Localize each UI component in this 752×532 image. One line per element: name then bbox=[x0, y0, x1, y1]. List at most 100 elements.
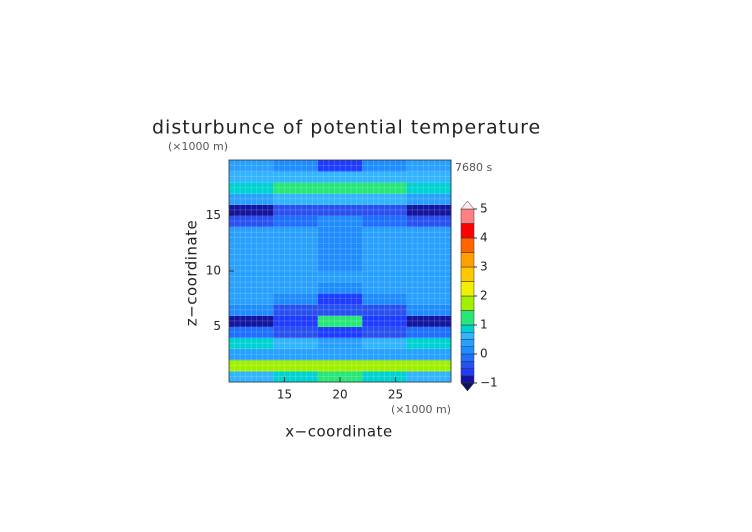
contour-cell bbox=[406, 193, 452, 205]
contour-cell bbox=[406, 271, 452, 283]
contour-cell bbox=[406, 215, 452, 228]
contour-cell bbox=[229, 337, 274, 350]
colorbar-swatch bbox=[460, 346, 475, 355]
contour-cell bbox=[229, 304, 274, 316]
contour-cell bbox=[317, 215, 363, 228]
colorbar-swatch bbox=[460, 281, 475, 297]
contour-cell bbox=[362, 171, 408, 183]
contour-cell bbox=[229, 226, 274, 239]
colorbar-tick-label: 2 bbox=[480, 289, 488, 303]
contour-cell bbox=[362, 304, 408, 316]
contour-cell bbox=[229, 248, 274, 261]
contour-cell bbox=[362, 348, 408, 361]
contour-cell bbox=[273, 370, 319, 383]
contour-cell bbox=[317, 204, 363, 216]
contour-cell bbox=[406, 171, 452, 183]
contour-cell bbox=[362, 293, 408, 305]
colorbar-tick-label: 5 bbox=[480, 202, 488, 216]
contour-cell bbox=[229, 193, 274, 205]
contour-cell bbox=[362, 204, 408, 216]
contour-cell bbox=[273, 282, 319, 294]
y-tick-label: 5 bbox=[213, 319, 221, 333]
contour-cell bbox=[362, 248, 408, 261]
contour-cell bbox=[273, 337, 319, 350]
contour-cell bbox=[406, 348, 452, 361]
contour-cell bbox=[406, 293, 452, 305]
contour-cell bbox=[273, 359, 319, 372]
y-tick-label: 10 bbox=[206, 264, 221, 278]
contour-cell bbox=[362, 337, 408, 350]
contour-cell bbox=[317, 304, 363, 316]
contour-cell bbox=[317, 326, 363, 339]
contour-cell bbox=[406, 337, 452, 350]
contour-cell bbox=[229, 259, 274, 272]
contour-cell bbox=[317, 293, 363, 305]
contour-cell bbox=[362, 237, 408, 250]
contour-cell bbox=[406, 359, 452, 372]
colorbar-swatch bbox=[460, 339, 475, 347]
contour-cell bbox=[229, 182, 274, 194]
y-axis-label: z−coordinate bbox=[183, 220, 201, 326]
contour-cell bbox=[273, 259, 319, 272]
x-tick-label: 25 bbox=[388, 388, 403, 402]
contour-cell bbox=[362, 160, 408, 172]
contour-cell bbox=[362, 315, 408, 327]
contour-cell bbox=[273, 193, 319, 205]
x-tick-label: 20 bbox=[332, 388, 347, 402]
contour-cell bbox=[317, 248, 363, 261]
contour-cell bbox=[273, 182, 319, 194]
colorbar-swatch bbox=[460, 266, 475, 282]
colorbar-swatch bbox=[460, 295, 475, 311]
colorbar-tick-label: 3 bbox=[480, 260, 488, 274]
contour-cell bbox=[273, 248, 319, 261]
contour-cell bbox=[229, 237, 274, 250]
contour-cell bbox=[229, 215, 274, 228]
contour-cell bbox=[362, 271, 408, 283]
contour-cell bbox=[362, 259, 408, 272]
contour-cell bbox=[273, 237, 319, 250]
contour-cell bbox=[317, 259, 363, 272]
colorbar-tick-label: −1 bbox=[480, 376, 498, 390]
contour-cell bbox=[406, 282, 452, 294]
contour-cell bbox=[317, 182, 363, 194]
contour-cell bbox=[273, 304, 319, 316]
colorbar-tick-label: 4 bbox=[480, 231, 488, 245]
contour-cell bbox=[273, 348, 319, 361]
contour-cell bbox=[229, 271, 274, 283]
contour-cell bbox=[406, 370, 452, 383]
contour-cell bbox=[406, 304, 452, 316]
contour-cell bbox=[362, 193, 408, 205]
contour-cell bbox=[317, 282, 363, 294]
contour-cell bbox=[362, 282, 408, 294]
contour-cell bbox=[317, 370, 363, 383]
contour-cell bbox=[406, 315, 452, 327]
colorbar-swatch bbox=[460, 324, 475, 333]
colorbar-swatch bbox=[460, 353, 475, 362]
contour-cell bbox=[406, 248, 452, 261]
contour-cell bbox=[229, 326, 274, 339]
contour-cell bbox=[229, 160, 274, 172]
contour-cell bbox=[273, 204, 319, 216]
chart-title: disturbunce of potential temperature bbox=[152, 117, 541, 139]
contour-cell bbox=[229, 204, 274, 216]
colorbar-swatch bbox=[460, 310, 475, 326]
contour-cell bbox=[317, 226, 363, 239]
colorbar-tick-label: 1 bbox=[480, 318, 488, 332]
contour-cell bbox=[273, 160, 319, 172]
contour-cell bbox=[229, 293, 274, 305]
contour-cell bbox=[273, 226, 319, 239]
contour-cell bbox=[406, 182, 452, 194]
contour-cell bbox=[406, 237, 452, 250]
colorbar-swatch bbox=[460, 208, 475, 224]
x-tick-label: 15 bbox=[277, 388, 292, 402]
contour-cell bbox=[317, 160, 363, 172]
colorbar-swatch bbox=[460, 237, 475, 253]
contour-cell bbox=[362, 359, 408, 372]
x-unit: (×1000 m) bbox=[391, 403, 451, 416]
colorbar-swatch bbox=[460, 375, 475, 384]
colorbar-swatch bbox=[460, 368, 475, 376]
contour-cell bbox=[406, 226, 452, 239]
colorbar-swatch bbox=[460, 361, 475, 369]
contour-cell bbox=[273, 326, 319, 339]
